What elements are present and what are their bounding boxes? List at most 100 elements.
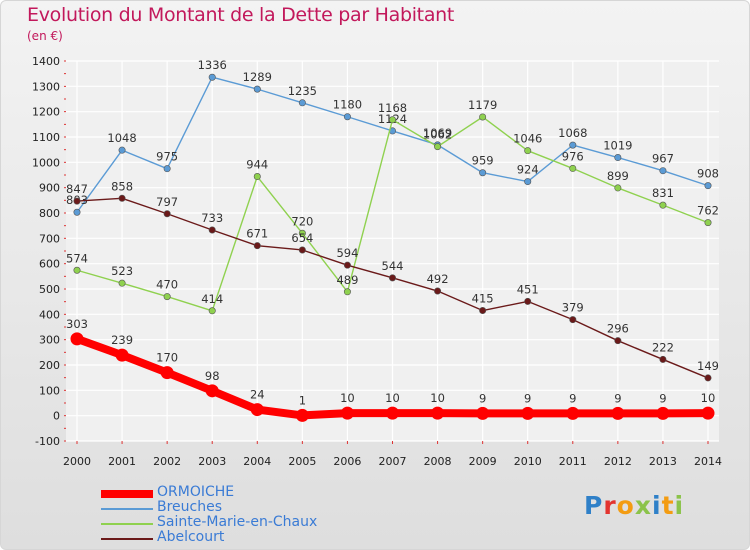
logo-letter: i <box>674 491 685 520</box>
data-label: 10 <box>701 391 716 405</box>
logo-letter: o <box>616 491 635 520</box>
data-point <box>118 194 126 202</box>
x-tick-label: 2012 <box>604 455 632 468</box>
data-label: 1068 <box>558 126 587 140</box>
data-point <box>434 287 442 295</box>
x-tick-label: 2011 <box>559 455 587 468</box>
data-label: 831 <box>652 186 674 200</box>
data-point <box>701 406 715 420</box>
legend-label: Abelcourt <box>157 529 225 545</box>
data-point <box>704 219 712 227</box>
x-tick-label: 2003 <box>198 455 226 468</box>
y-tick-label: 300 <box>39 334 60 347</box>
data-label: 415 <box>472 292 494 306</box>
data-point <box>566 406 580 420</box>
legend-swatch <box>101 523 153 525</box>
y-tick-label: 1300 <box>32 80 60 93</box>
y-tick-label: 700 <box>39 232 60 245</box>
x-tick-label: 2006 <box>333 455 361 468</box>
data-label: 10 <box>340 391 355 405</box>
y-tick-label: 200 <box>39 359 60 372</box>
y-tick-label: 1400 <box>32 55 60 68</box>
data-point <box>569 141 577 149</box>
data-point <box>298 229 306 237</box>
data-label: 489 <box>336 273 358 287</box>
data-point <box>115 348 129 362</box>
y-tick-label: 500 <box>39 283 60 296</box>
data-point <box>253 242 261 250</box>
data-label: 797 <box>156 195 178 209</box>
chart-title: Evolution du Montant de la Dette par Hab… <box>27 4 455 26</box>
legend-label: Sainte-Marie-en-Chaux <box>157 514 318 530</box>
data-label: 414 <box>201 292 223 306</box>
data-point <box>388 274 396 282</box>
data-label: 9 <box>524 391 531 405</box>
data-point <box>295 408 309 422</box>
data-label: 574 <box>66 251 88 265</box>
data-label: 959 <box>472 154 494 168</box>
data-label: 470 <box>156 278 178 292</box>
data-point <box>659 201 667 209</box>
data-point <box>205 384 219 398</box>
data-point <box>298 99 306 107</box>
y-tick-label: 800 <box>39 207 60 220</box>
data-point <box>208 73 216 81</box>
data-point <box>386 406 399 420</box>
legend-swatch <box>101 508 153 510</box>
data-label: 492 <box>427 272 449 286</box>
y-tick-label: -100 <box>35 435 60 448</box>
data-label: 1179 <box>468 98 497 112</box>
data-label: 149 <box>697 359 719 373</box>
data-point <box>118 146 126 154</box>
logo-letter: x <box>634 491 652 520</box>
data-label: 975 <box>156 150 178 164</box>
data-label: 733 <box>201 211 223 225</box>
x-tick-label: 2004 <box>243 455 271 468</box>
data-label: 720 <box>291 214 313 228</box>
data-label: 222 <box>652 340 674 354</box>
data-label: 523 <box>111 264 133 278</box>
data-label: 1069 <box>423 126 452 140</box>
data-point <box>656 406 670 420</box>
data-label: 24 <box>250 388 265 402</box>
data-label: 908 <box>697 167 719 181</box>
logo-letter: i <box>652 491 662 520</box>
data-label: 1 <box>299 393 306 407</box>
data-point <box>479 113 487 121</box>
logo-letter: P <box>584 491 604 520</box>
y-tick-label: 1000 <box>32 156 60 169</box>
data-label: 303 <box>66 317 88 331</box>
y-tick-label: 600 <box>39 258 60 271</box>
data-label: 10 <box>385 391 400 405</box>
data-point <box>250 403 264 417</box>
data-label: 1336 <box>198 58 227 72</box>
x-tick-label: 2008 <box>424 455 452 468</box>
data-point <box>524 147 532 155</box>
y-tick-label: 400 <box>39 308 60 321</box>
data-point <box>163 210 171 218</box>
data-label: 1046 <box>513 132 542 146</box>
data-label: 899 <box>607 169 629 183</box>
data-label: 9 <box>479 391 486 405</box>
data-point <box>704 374 712 382</box>
data-point <box>614 337 622 345</box>
data-label: 10 <box>430 391 445 405</box>
x-tick-label: 2005 <box>288 455 316 468</box>
data-point <box>611 406 625 420</box>
data-point <box>208 307 216 315</box>
x-tick-label: 2010 <box>514 455 542 468</box>
data-label: 1235 <box>288 84 317 98</box>
data-label: 98 <box>205 369 220 383</box>
y-tick-label: 1100 <box>32 131 60 144</box>
data-point <box>163 165 171 173</box>
logo-letter: t <box>661 491 675 520</box>
legend-label: ORMOICHE <box>157 484 235 500</box>
data-point <box>479 307 487 315</box>
data-label: 9 <box>614 391 621 405</box>
data-point <box>659 355 667 363</box>
data-label: 924 <box>517 163 539 177</box>
data-label: 847 <box>66 182 88 196</box>
data-label: 451 <box>517 282 539 296</box>
